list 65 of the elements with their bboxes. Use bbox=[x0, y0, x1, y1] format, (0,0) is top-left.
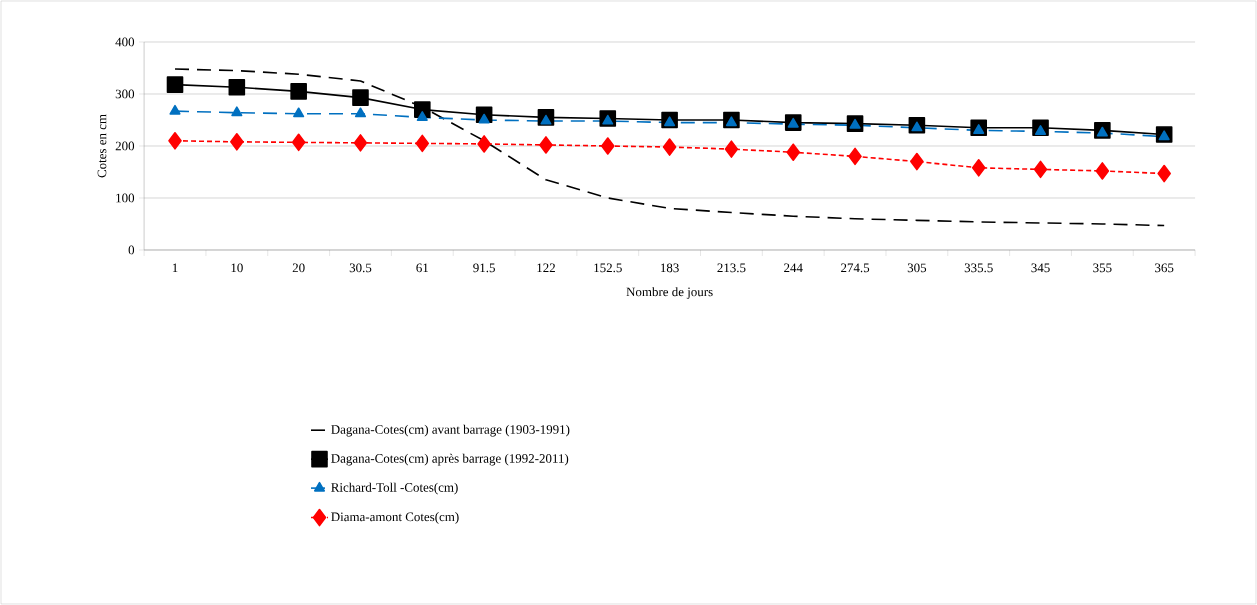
point bbox=[231, 106, 243, 117]
x-tick-label: 355 bbox=[1093, 263, 1112, 273]
point bbox=[786, 143, 801, 162]
point bbox=[1095, 162, 1110, 180]
point bbox=[600, 137, 615, 155]
y-axis-title: Cotes en cm bbox=[97, 114, 107, 178]
x-tick-label: 10 bbox=[231, 263, 243, 273]
point bbox=[973, 124, 985, 134]
point bbox=[353, 134, 368, 152]
point bbox=[169, 104, 181, 115]
point bbox=[602, 114, 614, 125]
x-tick-label: 305 bbox=[907, 263, 927, 273]
point bbox=[910, 152, 924, 171]
point bbox=[1096, 126, 1108, 137]
point bbox=[477, 135, 491, 153]
y-tick-label: 200 bbox=[115, 141, 135, 151]
x-tick-label: 335.5 bbox=[964, 263, 993, 273]
point bbox=[168, 131, 182, 150]
point bbox=[228, 78, 246, 96]
point bbox=[416, 111, 428, 121]
point bbox=[971, 159, 986, 177]
x-tick-label: 345 bbox=[1031, 263, 1050, 273]
point bbox=[354, 107, 367, 118]
x-axis-title: Nombre de jours bbox=[626, 287, 713, 299]
point bbox=[290, 83, 307, 100]
legend-label: Dagana-Cotes(cm) après barrage (1992-2011) bbox=[331, 453, 569, 466]
point bbox=[230, 133, 244, 151]
line-series bbox=[174, 68, 1165, 227]
y-tick-label: 0 bbox=[128, 245, 135, 255]
point bbox=[664, 116, 676, 127]
x-tick-label: 61 bbox=[416, 263, 429, 273]
point bbox=[352, 89, 369, 106]
point bbox=[724, 140, 739, 158]
y-tick-label: 100 bbox=[116, 193, 135, 203]
point bbox=[1157, 164, 1171, 183]
point bbox=[539, 136, 553, 154]
point bbox=[415, 134, 430, 153]
x-tick-label: 91.5 bbox=[473, 263, 495, 273]
x-tick-label: 30.5 bbox=[349, 263, 372, 273]
point bbox=[166, 76, 184, 93]
legend-label: Richard-Toll -Cotes(cm) bbox=[331, 482, 458, 495]
point bbox=[540, 114, 552, 125]
x-tick-label: 274.5 bbox=[841, 263, 870, 273]
y-tick-label: 400 bbox=[115, 37, 135, 47]
x-tick-label: 122 bbox=[537, 263, 555, 273]
point bbox=[1034, 125, 1047, 135]
x-tick-label: 213.5 bbox=[717, 263, 746, 273]
x-tick-label: 152.5 bbox=[594, 263, 622, 273]
legend-label: Diama-amont Cotes(cm) bbox=[331, 512, 459, 524]
point bbox=[725, 116, 737, 127]
point bbox=[662, 138, 677, 156]
legend-label: Dagana-Cotes(cm) avant barrage (1903-1991) bbox=[331, 424, 570, 437]
point bbox=[1158, 130, 1170, 141]
point bbox=[848, 147, 862, 166]
x-tick-label: 20 bbox=[292, 263, 305, 273]
x-tick-label: 244 bbox=[784, 263, 803, 273]
point bbox=[911, 121, 923, 132]
point bbox=[478, 113, 490, 124]
point bbox=[291, 133, 306, 152]
point bbox=[1033, 160, 1048, 179]
x-tick-label: 365 bbox=[1155, 263, 1174, 273]
x-tick-label: 183 bbox=[661, 263, 679, 273]
x-tick-label: 1 bbox=[172, 263, 178, 273]
point bbox=[293, 107, 305, 118]
y-tick-label: 300 bbox=[115, 89, 135, 99]
